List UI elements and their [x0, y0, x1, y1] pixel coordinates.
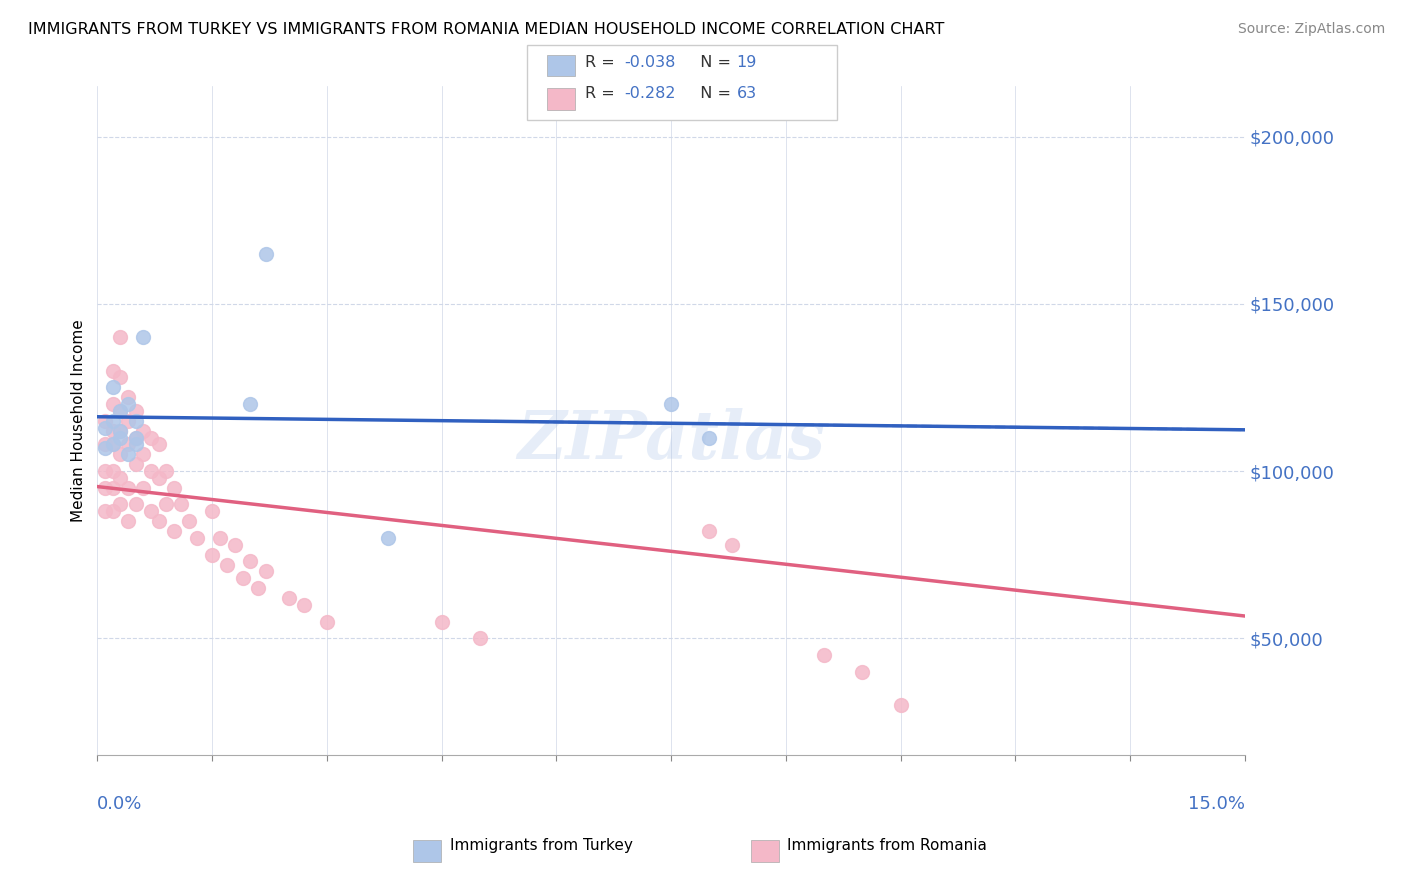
Point: [94, 414, 117, 428]
Point: [110, 447, 132, 461]
Point: [132, 447, 155, 461]
Point: [208, 531, 231, 545]
Point: [110, 471, 132, 485]
Point: [94, 420, 117, 434]
Point: [110, 424, 132, 438]
Point: [117, 391, 139, 405]
Point: [101, 464, 124, 478]
Point: [155, 464, 177, 478]
Point: [697, 524, 720, 539]
Point: [890, 698, 912, 713]
Point: [124, 404, 146, 418]
Point: [117, 414, 139, 428]
Point: [94, 441, 117, 455]
Point: [155, 498, 177, 512]
Point: [148, 437, 170, 451]
Point: [239, 397, 262, 411]
Point: [124, 437, 146, 451]
Point: [94, 464, 117, 478]
Text: 0.0%: 0.0%: [97, 796, 143, 814]
Point: [179, 514, 201, 528]
Text: 15.0%: 15.0%: [1188, 796, 1244, 814]
Point: [851, 665, 873, 679]
Point: [139, 431, 162, 445]
Point: [124, 498, 146, 512]
Point: [246, 581, 269, 595]
Text: IMMIGRANTS FROM TURKEY VS IMMIGRANTS FROM ROMANIA MEDIAN HOUSEHOLD INCOME CORREL: IMMIGRANTS FROM TURKEY VS IMMIGRANTS FRO…: [28, 22, 945, 37]
Text: R =: R =: [585, 55, 620, 70]
Point: [201, 548, 224, 562]
Text: N =: N =: [690, 87, 737, 101]
Point: [277, 591, 299, 606]
Point: [813, 648, 835, 662]
Point: [94, 481, 117, 495]
Point: [124, 431, 146, 445]
Point: [315, 615, 337, 629]
Point: [124, 431, 146, 445]
Point: [101, 414, 124, 428]
Point: [132, 481, 155, 495]
Point: [110, 498, 132, 512]
Point: [117, 481, 139, 495]
Point: [101, 397, 124, 411]
Point: [377, 531, 399, 545]
Point: [254, 565, 277, 579]
Point: [110, 370, 132, 384]
Text: N =: N =: [690, 55, 737, 70]
Point: [101, 481, 124, 495]
Point: [163, 524, 186, 539]
Text: Immigrants from Turkey: Immigrants from Turkey: [450, 838, 633, 853]
Point: [217, 558, 239, 572]
Point: [697, 431, 720, 445]
Point: [132, 424, 155, 438]
Point: [132, 330, 155, 344]
Point: [117, 397, 139, 411]
Point: [101, 380, 124, 394]
Point: [101, 424, 124, 438]
Point: [124, 458, 146, 472]
Point: [110, 330, 132, 344]
Point: [139, 504, 162, 518]
Text: ZIPatlas: ZIPatlas: [517, 409, 825, 474]
Text: Immigrants from Romania: Immigrants from Romania: [787, 838, 987, 853]
Point: [239, 554, 262, 568]
Point: [170, 498, 193, 512]
Text: Source: ZipAtlas.com: Source: ZipAtlas.com: [1237, 22, 1385, 37]
Text: R =: R =: [585, 87, 620, 101]
Point: [94, 437, 117, 451]
Point: [254, 246, 277, 260]
Point: [292, 598, 315, 612]
Point: [94, 504, 117, 518]
Point: [110, 424, 132, 438]
Text: 19: 19: [737, 55, 756, 70]
Point: [110, 404, 132, 418]
Point: [117, 514, 139, 528]
Point: [201, 504, 224, 518]
Point: [101, 504, 124, 518]
Point: [148, 514, 170, 528]
Text: -0.038: -0.038: [624, 55, 676, 70]
Point: [224, 538, 246, 552]
Point: [659, 397, 682, 411]
Text: -0.282: -0.282: [624, 87, 676, 101]
Y-axis label: Median Household Income: Median Household Income: [72, 319, 86, 522]
Point: [117, 447, 139, 461]
Point: [721, 538, 744, 552]
Text: 63: 63: [737, 87, 756, 101]
Point: [186, 531, 208, 545]
Point: [232, 571, 254, 585]
Point: [117, 437, 139, 451]
Point: [110, 404, 132, 418]
Point: [101, 437, 124, 451]
Point: [148, 471, 170, 485]
Point: [101, 364, 124, 378]
Point: [101, 437, 124, 451]
Point: [124, 414, 146, 428]
Point: [468, 632, 491, 646]
Point: [430, 615, 453, 629]
Point: [110, 431, 132, 445]
Point: [139, 464, 162, 478]
Point: [163, 481, 186, 495]
